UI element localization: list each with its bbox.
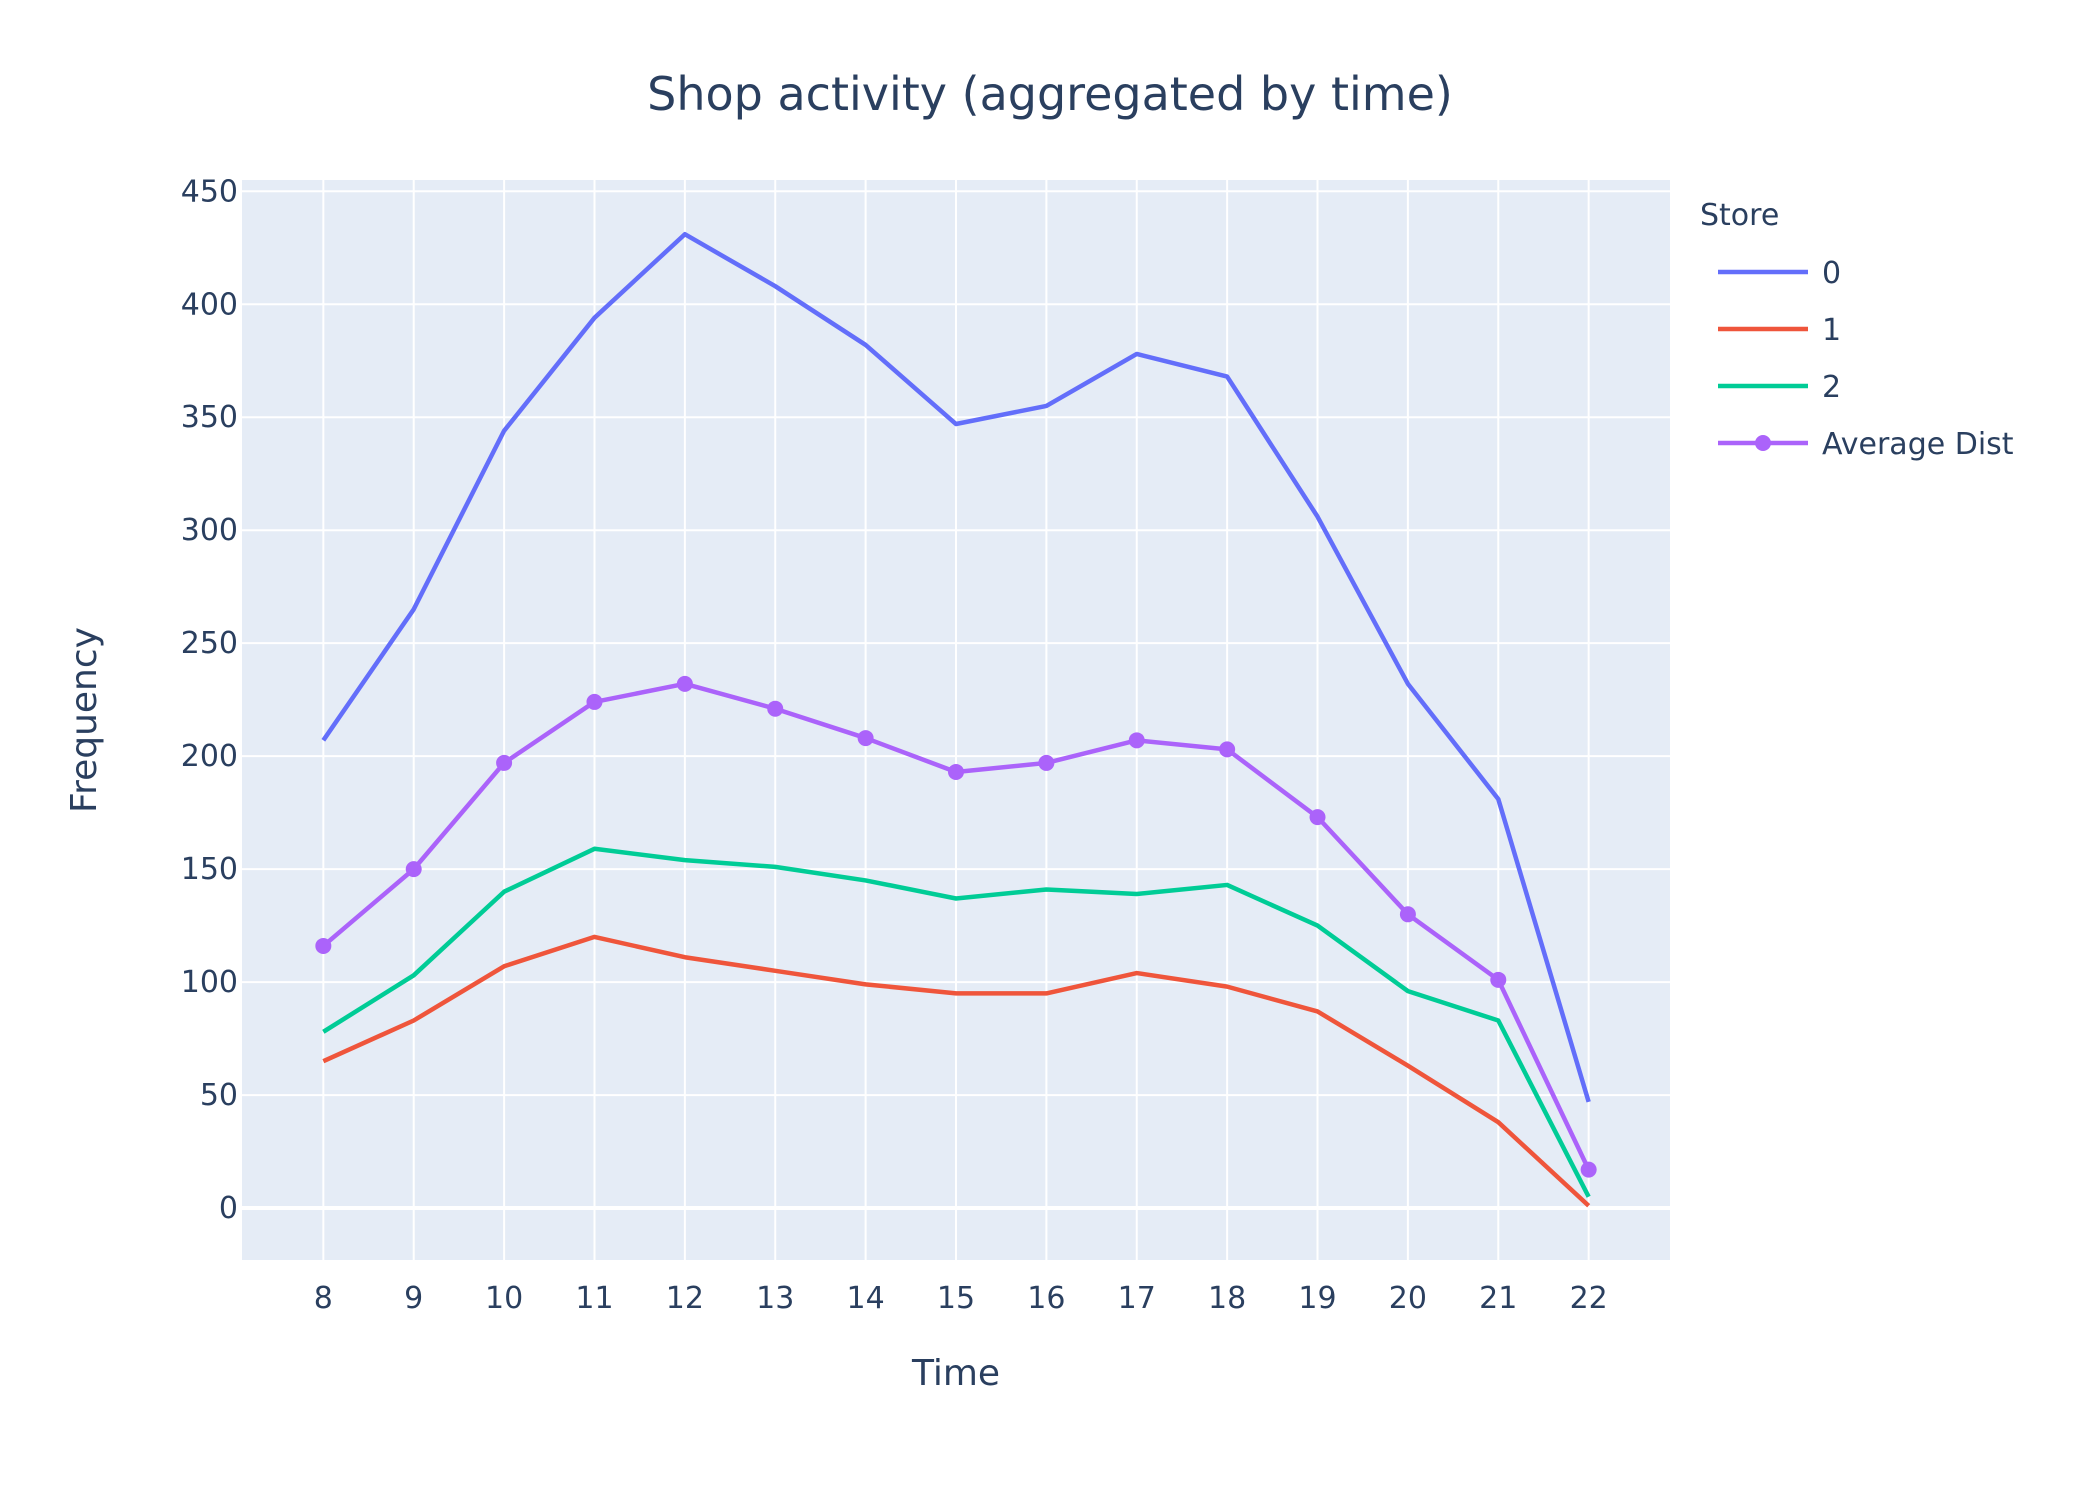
x-axis-ticks: 8 9 10 11 12 13 14 15 16 17 18 19 20 21 22 [314,1281,1608,1316]
y-tick-label: 200 [181,739,238,774]
x-tick-label: 14 [847,1281,885,1316]
x-tick-label: 19 [1298,1281,1336,1316]
legend-item[interactable]: 2 [1718,370,1841,405]
legend-marker [1755,435,1771,451]
series-line-1[interactable] [322,934,1591,1208]
x-tick-label: 9 [404,1281,423,1316]
legend[interactable]: Store 0 1 2 Average Dist [1700,198,2014,462]
x-tick-label: 8 [314,1281,333,1316]
y-tick-label: 100 [181,965,238,1000]
legend-item[interactable]: Average Dist [1718,427,2014,462]
data-point[interactable] [496,754,513,771]
series-line-2[interactable] [322,846,1591,1198]
y-tick-label: 300 [181,513,238,548]
legend-item[interactable]: 0 [1718,256,1841,291]
data-point[interactable] [1219,741,1236,758]
x-tick-label: 21 [1479,1281,1517,1316]
data-point[interactable] [405,861,422,878]
x-tick-label: 22 [1570,1281,1608,1316]
x-tick-label: 12 [666,1281,704,1316]
legend-label: 2 [1822,370,1841,405]
y-tick-label: 400 [181,287,238,322]
data-point[interactable] [1038,754,1055,771]
data-point[interactable] [1399,906,1416,923]
chart-title: Shop activity (aggregated by time) [647,67,1453,121]
x-tick-label: 11 [575,1281,613,1316]
y-axis-ticks: 0 50 100 150 200 250 300 350 400 450 [181,174,238,1226]
data-point[interactable] [948,763,964,780]
series-line-0[interactable] [321,231,1591,1103]
data-point[interactable] [586,693,603,710]
legend-title: Store [1700,198,1779,233]
x-tick-label: 20 [1389,1281,1427,1316]
y-tick-label: 250 [181,626,238,661]
data-point[interactable] [857,730,874,747]
data-point[interactable] [315,937,332,954]
x-tick-label: 15 [937,1281,975,1316]
legend-item[interactable]: 1 [1718,313,1841,348]
legend-label: 1 [1822,313,1841,348]
x-tick-label: 18 [1208,1281,1246,1316]
x-tick-label: 10 [485,1281,523,1316]
data-point[interactable] [1128,732,1145,749]
y-tick-label: 350 [181,400,238,435]
x-axis-title: Time [911,1353,1000,1394]
y-tick-label: 450 [181,174,238,209]
x-tick-label: 13 [756,1281,794,1316]
legend-label: 0 [1822,256,1841,291]
y-tick-label: 150 [181,852,238,887]
y-tick-label: 0 [219,1191,238,1226]
data-point[interactable] [767,700,784,717]
legend-label: Average Dist [1822,427,2014,462]
data-point[interactable] [676,675,693,692]
data-point[interactable] [1490,971,1507,988]
y-tick-label: 50 [200,1078,238,1113]
grid-lines [242,180,1670,1260]
data-point[interactable] [1309,809,1326,826]
data-point[interactable] [1580,1161,1597,1178]
series-markers [315,675,1597,1178]
x-tick-label: 17 [1118,1281,1156,1316]
x-tick-label: 16 [1027,1281,1065,1316]
y-axis-title: Frequency [64,627,105,813]
